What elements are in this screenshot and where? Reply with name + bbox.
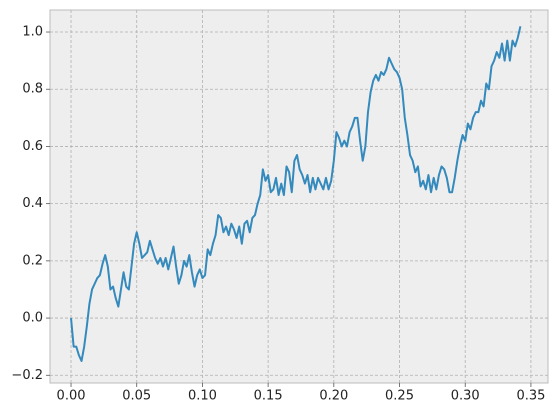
y-tick-label: 0.4 [22,196,43,211]
y-tick-label: 0.0 [22,311,43,326]
x-tick-label: 0.05 [122,389,151,404]
x-tick-label: 0.25 [385,389,414,404]
data-line [70,26,522,362]
x-tick-label: 0.00 [57,389,86,404]
x-tick-label: 0.30 [451,389,480,404]
plot-area [49,9,549,384]
y-tick-label: 0.2 [22,253,43,268]
y-tick-label: 1.0 [22,25,43,40]
y-tick-label: 0.6 [22,139,43,154]
x-tick-label: 0.35 [516,389,545,404]
y-tick-label: −0.2 [11,368,43,383]
x-tick-label: 0.15 [254,389,283,404]
x-tick-label: 0.20 [319,389,348,404]
x-tick-label: 0.10 [188,389,217,404]
y-tick-label: 0.8 [22,82,43,97]
